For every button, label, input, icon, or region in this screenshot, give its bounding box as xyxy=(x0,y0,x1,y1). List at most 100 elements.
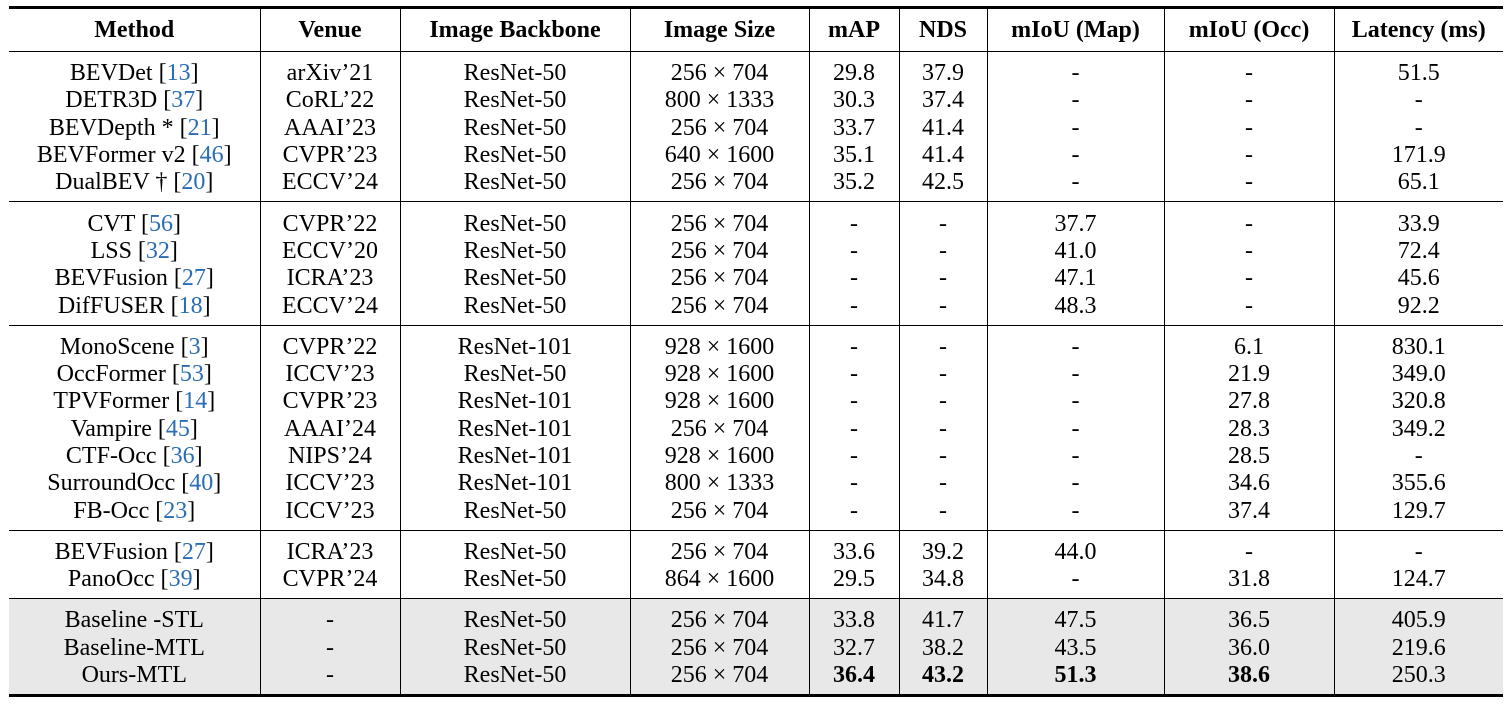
method-cell: LSS [32] xyxy=(9,237,261,266)
backbone-cell: ResNet-101 xyxy=(400,470,631,498)
backbone-cell: ResNet-50 xyxy=(400,265,631,293)
citation-link[interactable]: 13 xyxy=(166,60,191,87)
method-cell: DifFUSER [18] xyxy=(9,292,261,326)
method-cell: BEVFusion [27] xyxy=(9,265,261,293)
method-name: PanoOcc [ xyxy=(67,566,169,593)
method-cell: FB-Occ [23] xyxy=(9,497,261,531)
miou-map-cell: - xyxy=(987,169,1165,202)
citation-link[interactable]: 23 xyxy=(163,497,188,524)
method-name: BEVDepth * [ xyxy=(48,114,188,141)
method-cell: Vampire [45] xyxy=(9,415,261,443)
miou-map-cell: - xyxy=(987,141,1165,170)
method-name: BEVFusion [ xyxy=(54,265,182,292)
method-name: CTF-Occ [ xyxy=(65,443,171,469)
miou-map-cell: 47.1 xyxy=(987,265,1165,293)
nds-cell: - xyxy=(899,470,988,498)
nds-cell: 41.7 xyxy=(899,598,988,635)
method-name: BEVDet [ xyxy=(69,60,167,87)
citation-link[interactable]: 20 xyxy=(181,169,206,196)
map-cell: 35.2 xyxy=(809,169,900,202)
method-cell: Baseline -STL xyxy=(9,598,261,635)
citation-link[interactable]: 56 xyxy=(149,210,174,237)
backbone-cell: ResNet-50 xyxy=(400,598,631,635)
method-name: DualBEV † [ xyxy=(55,169,182,196)
backbone-cell: ResNet-50 xyxy=(400,87,631,115)
nds-cell: - xyxy=(899,497,988,531)
citation-link[interactable]: 45 xyxy=(165,415,190,442)
miou-map-cell: - xyxy=(987,51,1165,88)
nds-cell: 39.2 xyxy=(899,529,988,567)
citation-bracket: ] xyxy=(189,415,198,442)
latency-cell: - xyxy=(1414,114,1423,141)
method-name: FB-Occ [ xyxy=(73,497,164,524)
citation-link[interactable]: 21 xyxy=(187,114,212,141)
backbone-cell: ResNet-101 xyxy=(400,415,631,443)
citation-bracket: ] xyxy=(202,292,211,319)
venue-cell: AAAI’23 xyxy=(260,114,401,142)
backbone-cell: ResNet-50 xyxy=(400,114,631,142)
latency-cell: 320.8 xyxy=(1391,388,1446,415)
miou-occ-cell: 37.4 xyxy=(1164,497,1335,531)
image-size-cell: 800 × 1333 xyxy=(630,87,810,115)
latency-cell: - xyxy=(1414,443,1423,469)
citation-link[interactable]: 18 xyxy=(178,292,203,319)
backbone-cell: ResNet-101 xyxy=(400,324,631,361)
citation-link[interactable]: 3 xyxy=(188,333,201,360)
method-cell: MonoScene [3] xyxy=(9,324,261,361)
method-cell: BEVFusion [27] xyxy=(9,529,261,567)
nds-cell: 38.2 xyxy=(899,634,988,662)
map-cell: 30.3 xyxy=(809,87,900,115)
citation-link[interactable]: 46 xyxy=(199,142,224,169)
map-cell: - xyxy=(809,237,900,266)
citation-link[interactable]: 32 xyxy=(145,237,170,264)
header-method: Method xyxy=(9,7,261,52)
miou-occ-cell: - xyxy=(1164,114,1335,142)
citation-link[interactable]: 40 xyxy=(189,470,214,497)
citation-bracket: ] xyxy=(190,60,199,87)
venue-cell: ICCV’23 xyxy=(260,470,401,498)
miou-map-cell: - xyxy=(987,497,1165,531)
citation-link[interactable]: 39 xyxy=(168,566,193,593)
table-row: PanoOcc [39] CVPR’24 ResNet-50 864 × 1600 29… xyxy=(9,566,1503,599)
backbone-cell: ResNet-50 xyxy=(400,51,631,88)
method-name: SurroundOcc [ xyxy=(47,470,190,497)
nds-cell: - xyxy=(899,388,988,416)
citation-link[interactable]: 27 xyxy=(181,265,206,292)
miou-map-cell: - xyxy=(987,566,1165,599)
header-nds: NDS xyxy=(899,7,988,52)
image-size-cell: 864 × 1600 xyxy=(630,566,810,599)
nds-cell: 41.4 xyxy=(899,114,988,142)
backbone-cell: ResNet-50 xyxy=(400,529,631,567)
image-size-cell: 928 × 1600 xyxy=(630,360,810,389)
table-row: Ours-MTL - ResNet-50 256 × 704 36.4 43.2 51.3 3… xyxy=(9,661,1503,696)
miou-occ-cell: - xyxy=(1164,292,1335,326)
miou-occ-cell: - xyxy=(1164,87,1335,115)
latency-cell: 124.7 xyxy=(1391,566,1446,593)
table-row: TPVFormer [14] CVPR’23 ResNet-101 928 × 160… xyxy=(9,388,1503,416)
miou-occ-cell: 28.5 xyxy=(1164,442,1335,471)
citation-link[interactable]: 36 xyxy=(170,443,195,469)
header-image-size: Image Size xyxy=(630,7,810,52)
method-name: CVT [ xyxy=(87,210,150,237)
table-row: DETR3D [37] CoRL’22 ResNet-50 800 × 1333 30.… xyxy=(9,87,1503,115)
table-row: BEVFormer v2 [46] CVPR’23 ResNet-50 640 × 1… xyxy=(9,141,1503,170)
citation-link[interactable]: 37 xyxy=(171,87,196,114)
citation-link[interactable]: 53 xyxy=(179,361,204,388)
method-name: OccFormer [ xyxy=(56,361,180,388)
latency-cell: 250.3 xyxy=(1334,661,1503,696)
latency-cell: 65.1 xyxy=(1397,169,1440,196)
miou-map-cell: - xyxy=(987,114,1165,142)
table-row: CTF-Occ [36] NIPS’24 ResNet-101 928 × 1600-… xyxy=(9,442,1503,471)
nds-cell: 42.5 xyxy=(899,169,988,202)
map-cell: - xyxy=(809,201,900,238)
backbone-cell: ResNet-50 xyxy=(400,169,631,202)
map-cell: - xyxy=(809,292,900,326)
citation-bracket: ] xyxy=(192,566,201,593)
miou-occ-cell: - xyxy=(1164,529,1335,567)
latency-cell: 349.0 xyxy=(1391,361,1446,388)
backbone-cell: ResNet-50 xyxy=(400,237,631,266)
header-map: mAP xyxy=(809,7,900,52)
table-row: DualBEV † [20] ECCV’24 ResNet-50 256 × 704 3… xyxy=(9,169,1503,202)
citation-link[interactable]: 27 xyxy=(181,538,206,565)
citation-link[interactable]: 14 xyxy=(183,388,208,415)
